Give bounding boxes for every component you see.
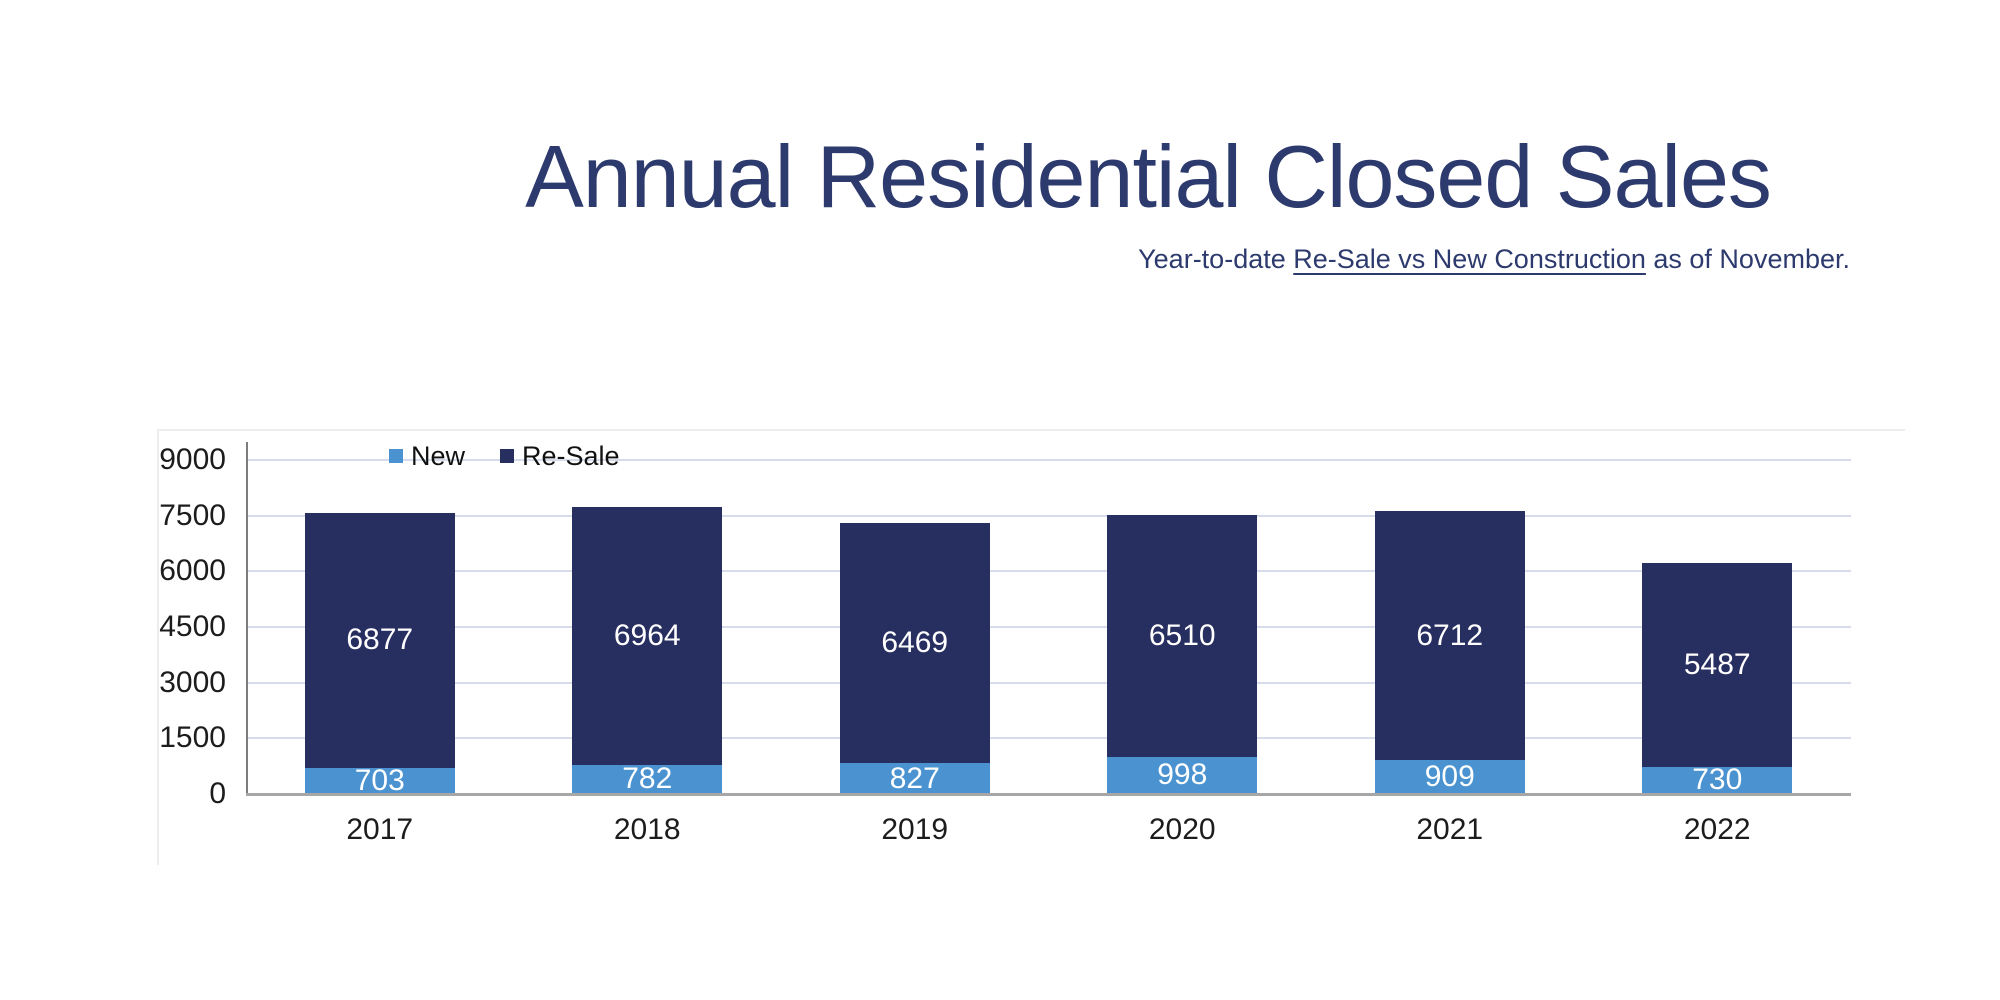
- legend-item-resale: Re-Sale: [500, 440, 620, 471]
- bar-segment-resale-2021: [1374, 511, 1525, 761]
- x-tick-label-2022: 2022: [1683, 813, 1751, 846]
- chart-title: Annual Residential Closed Sales: [525, 127, 1772, 226]
- bar-segment-new-2021: [1374, 760, 1525, 794]
- x-tick-label-2017: 2017: [346, 813, 414, 846]
- value-label-new-2019: 827: [889, 761, 940, 795]
- value-label-resale-2021: 6712: [1416, 618, 1484, 652]
- bar-segment-new-2020: [1107, 756, 1258, 794]
- gridline-4500: [246, 626, 1851, 629]
- value-label-resale-2018: 6964: [613, 618, 681, 652]
- gridline-7500: [246, 514, 1851, 517]
- legend: New Re-Sale: [389, 440, 620, 472]
- gridline-3000: [246, 681, 1851, 684]
- legend-item-new: New: [389, 440, 466, 471]
- bar-segment-resale-2019: [839, 523, 990, 764]
- legend-label-resale: Re-Sale: [522, 440, 620, 471]
- y-tick-label-4500: 4500: [159, 610, 226, 644]
- y-tick-label-9000: 9000: [159, 443, 226, 477]
- gridline-9000: [246, 459, 1851, 462]
- y-tick-label-6000: 6000: [159, 554, 226, 588]
- subtitle-suffix: as of November.: [1645, 244, 1850, 274]
- value-label-resale-2020: 6510: [1148, 619, 1216, 653]
- x-tick-label-2020: 2020: [1148, 813, 1216, 846]
- x-tick-label-2018: 2018: [613, 813, 681, 846]
- value-label-new-2020: 998: [1157, 758, 1208, 792]
- gridline-1500: [246, 737, 1851, 740]
- y-tick-label-3000: 3000: [159, 665, 226, 699]
- x-tick-label-2019: 2019: [881, 813, 949, 846]
- x-axis-line: [246, 793, 1851, 796]
- value-label-resale-2019: 6469: [881, 626, 949, 660]
- value-label-new-2022: 730: [1692, 763, 1743, 797]
- value-label-new-2021: 909: [1424, 760, 1475, 794]
- value-label-resale-2017: 6877: [346, 623, 414, 657]
- y-tick-label-1500: 1500: [159, 721, 226, 755]
- subtitle-underlined-text: Re-Sale vs New Construction: [1293, 244, 1646, 274]
- x-tick-label-2021: 2021: [1416, 813, 1484, 846]
- gridline-6000: [246, 570, 1851, 573]
- bar-segment-new-2022: [1642, 766, 1793, 794]
- legend-swatch-resale-icon: [500, 449, 515, 463]
- y-tick-label-7500: 7500: [159, 498, 226, 532]
- y-axis-line: [246, 442, 248, 794]
- subtitle-prefix: Year-to-date: [1138, 244, 1294, 274]
- bar-segment-new-2017: [304, 767, 455, 794]
- bar-segment-new-2018: [572, 764, 723, 794]
- value-label-new-2018: 782: [622, 762, 673, 796]
- value-label-resale-2022: 5487: [1683, 648, 1751, 682]
- legend-swatch-new-icon: [389, 449, 403, 463]
- legend-label-new: New: [411, 440, 466, 471]
- plot-area: 6877 703 6964 782 6469 827 6510 998 6712 909 5487 7…: [246, 442, 1851, 796]
- bar-segment-new-2019: [839, 763, 990, 794]
- bar-segment-resale-2018: [572, 506, 723, 765]
- bar-segment-resale-2022: [1642, 563, 1793, 767]
- bar-segment-resale-2020: [1107, 515, 1258, 757]
- chart-subtitle: Year-to-date Re-Sale vs New Construction…: [296, 243, 1850, 275]
- value-label-new-2017: 703: [354, 763, 405, 797]
- y-tick-label-0: 0: [209, 777, 226, 810]
- bar-segment-resale-2017: [304, 512, 455, 768]
